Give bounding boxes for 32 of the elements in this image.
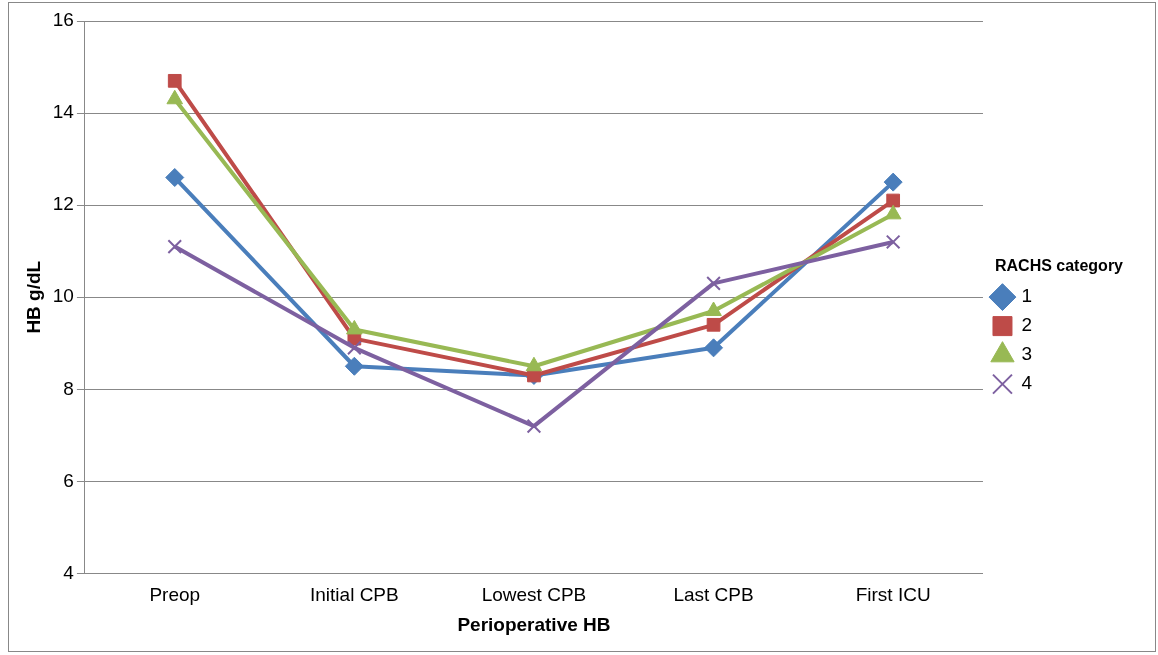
legend-title: RACHS category: [994, 256, 1124, 274]
point: [886, 193, 901, 208]
y-axis-title: HB g/dL: [22, 260, 44, 334]
x-tick-label: Preop: [149, 584, 201, 606]
point: [167, 73, 182, 88]
y-tick-label: 16: [52, 9, 74, 31]
point: [346, 340, 362, 356]
x-tick-label: Last CPB: [673, 584, 754, 606]
point: [705, 301, 722, 317]
y-tick-label: 14: [52, 101, 75, 123]
point: [165, 168, 185, 188]
point: [883, 172, 903, 192]
legend-label: 2: [1021, 314, 1033, 336]
x-axis-title: Perioperative HB: [457, 613, 611, 635]
y-tick-label: 6: [63, 469, 74, 491]
point: [526, 418, 542, 434]
y-tick-label: 8: [63, 377, 74, 399]
legend-label: 4: [1021, 372, 1033, 394]
point: [344, 356, 364, 376]
legend-label: 1: [1021, 285, 1033, 307]
x-tick-label: Lowest CPB: [481, 584, 587, 606]
y-tick-label: 4: [63, 561, 75, 583]
point: [706, 276, 721, 291]
point: [885, 234, 901, 250]
y-tick-label: 12: [52, 193, 74, 215]
legend-label: 3: [1021, 343, 1033, 365]
point: [706, 317, 721, 332]
point: [704, 338, 724, 358]
y-tick-label: 10: [52, 285, 74, 307]
x-tick-label: First ICU: [855, 584, 931, 606]
x-tick-label: Initial CPB: [309, 584, 399, 606]
point: [167, 239, 183, 254]
